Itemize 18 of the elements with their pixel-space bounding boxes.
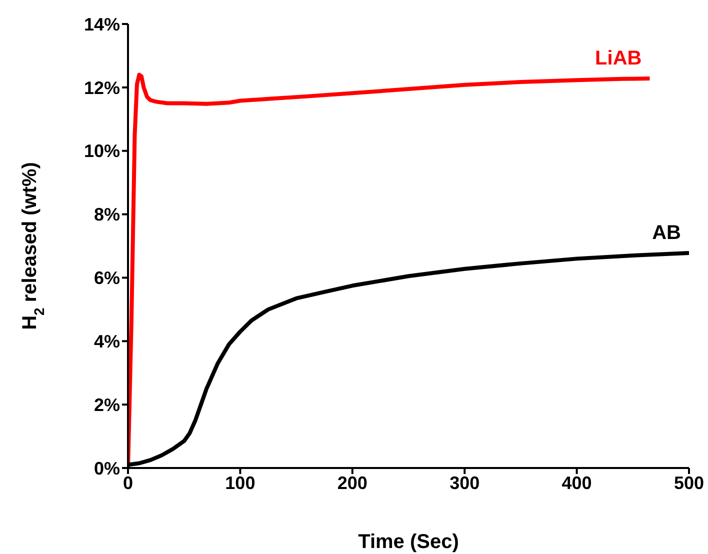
y-tick-label: 0%	[94, 458, 120, 478]
y-tick-label: 10%	[84, 141, 120, 162]
series-label: AB	[652, 222, 681, 244]
x-tick-label: 300	[450, 472, 480, 493]
series-label: LiAB	[595, 48, 642, 70]
x-tick-label: 200	[337, 472, 368, 493]
y-tick-label: 14%	[84, 14, 120, 34]
y-tick-label: 8%	[94, 204, 120, 225]
y-tick-label: 2%	[94, 394, 120, 415]
y-tick-label: 6%	[94, 268, 120, 288]
x-tick-label: 100	[225, 472, 256, 493]
y-tick-label: 12%	[84, 78, 120, 98]
x-tick-label: 500	[674, 472, 704, 493]
x-tick-label: 0	[122, 472, 134, 493]
y-tick-label: 4%	[94, 332, 120, 352]
x-tick-label: 400	[562, 472, 592, 493]
line-series	[128, 72, 652, 468]
x-axis-title: Time (Sec)	[358, 531, 459, 553]
